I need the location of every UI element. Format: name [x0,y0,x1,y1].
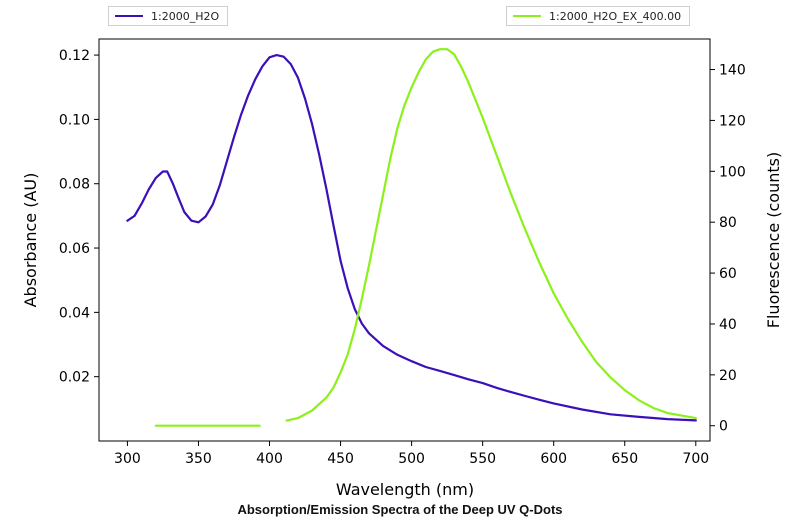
x-axis-label: Wavelength (nm) [336,480,474,499]
y-left-tick-label: 0.08 [59,177,90,193]
y-left-tick-label: 0.12 [59,48,90,64]
y-left-axis-label: Absorbance (AU) [21,173,40,308]
y-right-tick-label: 140 [719,63,746,79]
legend-label-fluorescence: 1:2000_H2O_EX_400.00 [549,9,682,23]
x-tick-label: 350 [185,451,212,467]
y-left-tick-label: 0.10 [59,112,90,128]
y-right-tick-label: 80 [719,215,737,231]
y-left-tick-label: 0.04 [59,305,90,321]
x-tick-label: 450 [327,451,354,467]
y-right-axis-label: Fluorescence (counts) [764,152,783,328]
y-right-axis-ticks: 0 20 40 60 80 100 120 140 [710,63,746,435]
y-right-tick-label: 0 [719,419,728,435]
y-left-tick-label: 0.06 [59,241,90,257]
y-left-tick-label: 0.02 [59,370,90,386]
x-axis-ticks: 300 350 400 450 500 550 600 650 700 [114,441,709,467]
x-tick-label: 700 [682,451,709,467]
legend-entry-fluorescence: 1:2000_H2O_EX_400.00 [506,6,691,26]
legend-label-absorbance: 1:2000_H2O [151,9,220,23]
legend-swatch-absorbance [115,15,143,17]
legend-swatch-fluorescence [513,15,541,17]
x-tick-label: 500 [398,451,425,467]
absorbance-series-line [126,53,697,422]
y-right-tick-label: 40 [719,317,737,333]
y-left-axis-ticks: 0.02 0.04 0.06 0.08 0.10 0.12 [59,48,99,386]
y-right-tick-label: 60 [719,266,737,282]
x-tick-label: 550 [469,451,496,467]
x-tick-label: 650 [611,451,638,467]
x-tick-label: 300 [114,451,141,467]
series-layer [126,48,697,427]
legend-entry-absorbance: 1:2000_H2O [108,6,229,26]
x-tick-label: 600 [540,451,567,467]
y-right-tick-label: 20 [719,368,737,384]
y-right-tick-label: 100 [719,164,746,180]
x-tick-label: 400 [256,451,283,467]
plot-frame [98,38,711,442]
fluorescence-series-line [285,48,697,422]
y-right-tick-label: 120 [719,113,746,129]
chart-caption: Absorption/Emission Spectra of the Deep … [237,502,563,517]
